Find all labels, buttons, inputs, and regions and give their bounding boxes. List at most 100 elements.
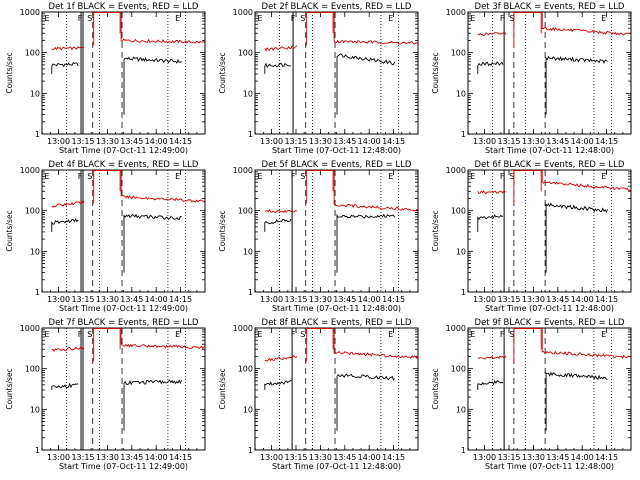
series-line: [336, 53, 396, 115]
event-marker: F: [78, 172, 83, 181]
event-marker: E: [470, 14, 475, 23]
x-axis: 13:00 13:15 13:30 13:45 14:00 14:15: [467, 328, 632, 462]
x-tick-label: 14:15: [169, 137, 192, 146]
x-tick-label: 13:30: [96, 137, 119, 146]
chart-title: Det 6f BLACK = Events, RED = LLD: [475, 160, 625, 170]
series-line: [333, 12, 419, 45]
chart-title: Det 5f BLACK = Events, RED = LLD: [262, 160, 412, 170]
x-axis: 13:00 13:15 13:30 13:45 14:00 14:15: [254, 12, 419, 146]
y-tick-label: 1: [35, 446, 40, 455]
chart-title: Det 1f BLACK = Events, RED = LLD: [49, 2, 199, 12]
y-tick-label: 10: [30, 405, 40, 414]
x-tick-label: 13:45: [120, 137, 143, 146]
x-tick-label: 13:30: [309, 137, 332, 146]
x-tick-label: 13:15: [71, 295, 94, 304]
chart-title: Det 4f BLACK = Events, RED = LLD: [49, 160, 199, 170]
y-tick-label: 1: [461, 130, 466, 139]
x-tick-label: 13:15: [497, 295, 520, 304]
x-tick-label: 13:15: [497, 137, 520, 146]
event-marker: F: [291, 172, 296, 181]
reference-lines: [279, 328, 399, 450]
x-axis-label: Start Time (07-Oct-11 12:48:00): [485, 304, 614, 313]
y-tick-label: 10: [456, 405, 466, 414]
series-line: [123, 379, 183, 431]
x-tick-label: 14:00: [145, 137, 168, 146]
reference-lines: [492, 328, 612, 450]
y-tick-label: 1: [248, 288, 253, 297]
x-tick-label: 13:15: [71, 453, 94, 462]
series-line: [306, 328, 334, 362]
series-line: [51, 200, 85, 208]
series-line: [541, 170, 632, 192]
series-events: [51, 56, 182, 115]
y-tick-label: 1000: [20, 8, 40, 17]
x-tick-label: 13:00: [47, 295, 70, 304]
x-tick-label: 13:45: [333, 453, 356, 462]
series-lld: [264, 328, 419, 362]
series-events: [477, 55, 608, 115]
series-line: [477, 214, 504, 232]
series-line: [93, 328, 121, 362]
series-line: [51, 217, 79, 232]
y-axis-label: Counts/sec: [5, 52, 14, 93]
series-line: [545, 55, 608, 115]
series-line: [120, 170, 206, 203]
series-line: [264, 209, 298, 214]
x-tick-label: 14:00: [358, 295, 381, 304]
series-lld: [264, 12, 419, 52]
series-line: [120, 12, 206, 44]
x-tick-label: 13:30: [96, 295, 119, 304]
x-tick-label: 13:30: [522, 295, 545, 304]
event-marker: E: [388, 14, 393, 23]
y-tick-label: 1: [248, 446, 253, 455]
x-tick-label: 13:30: [309, 453, 332, 462]
y-tick-label: 1000: [233, 324, 253, 333]
chart-panel-5: Det 5f BLACK = Events, RED = LLD 1 10 100 10…: [218, 160, 419, 313]
series-line: [93, 12, 121, 46]
series-line: [51, 61, 79, 74]
event-marker: F: [78, 330, 83, 339]
series-line: [541, 12, 632, 36]
y-axis-label: Counts/sec: [431, 368, 440, 409]
series-line: [333, 328, 419, 360]
x-tick-label: 13:15: [284, 137, 307, 146]
series-lld: [264, 170, 418, 214]
y-axis: 1 10 100 1000: [20, 8, 205, 139]
series-line: [306, 12, 334, 46]
series-line: [51, 45, 85, 51]
x-tick-label: 13:45: [546, 137, 569, 146]
series-line: [545, 202, 609, 273]
x-tick-label: 14:15: [169, 453, 192, 462]
y-tick-label: 10: [243, 247, 253, 256]
x-tick-label: 13:00: [47, 453, 70, 462]
event-marker: E: [175, 330, 180, 339]
x-axis: 13:00 13:15 13:30 13:45 14:00 14:15: [467, 170, 632, 304]
y-axis-label: Counts/sec: [431, 210, 440, 251]
event-marker: S: [87, 172, 92, 181]
y-tick-label: 1000: [20, 324, 40, 333]
y-axis: 1 10 100 1000: [233, 324, 418, 455]
reference-lines: [492, 170, 612, 292]
x-tick-label: 13:15: [497, 453, 520, 462]
event-marker: F: [78, 14, 83, 23]
event-marker: F: [291, 330, 296, 339]
y-tick-label: 1000: [233, 8, 253, 17]
x-tick-label: 14:00: [571, 137, 594, 146]
y-tick-label: 1000: [20, 166, 40, 175]
series-line: [264, 45, 298, 52]
chart-panel-6: Det 6f BLACK = Events, RED = LLD 1 10 100 10…: [431, 160, 632, 313]
x-axis-label: Start Time (07-Oct-11 12:49:00): [59, 304, 188, 313]
series-line: [513, 328, 542, 362]
chart-panel-7: Det 7f BLACK = Events, RED = LLD 1 10 100 10…: [5, 318, 206, 471]
y-tick-label: 1: [35, 288, 40, 297]
reference-lines: [279, 12, 399, 134]
x-axis-label: Start Time (07-Oct-11 12:49:00): [59, 146, 188, 155]
event-marker: E: [388, 172, 393, 181]
x-axis-label: Start Time (07-Oct-11 12:48:00): [272, 462, 401, 471]
chart-panel-4: Det 4f BLACK = Events, RED = LLD 1 10 100 10…: [5, 160, 206, 313]
series-line: [264, 380, 292, 390]
chart-panel-8: Det 8f BLACK = Events, RED = LLD 1 10 100 10…: [218, 318, 419, 471]
chart-title: Det 8f BLACK = Events, RED = LLD: [262, 318, 412, 328]
series-events: [264, 373, 395, 431]
